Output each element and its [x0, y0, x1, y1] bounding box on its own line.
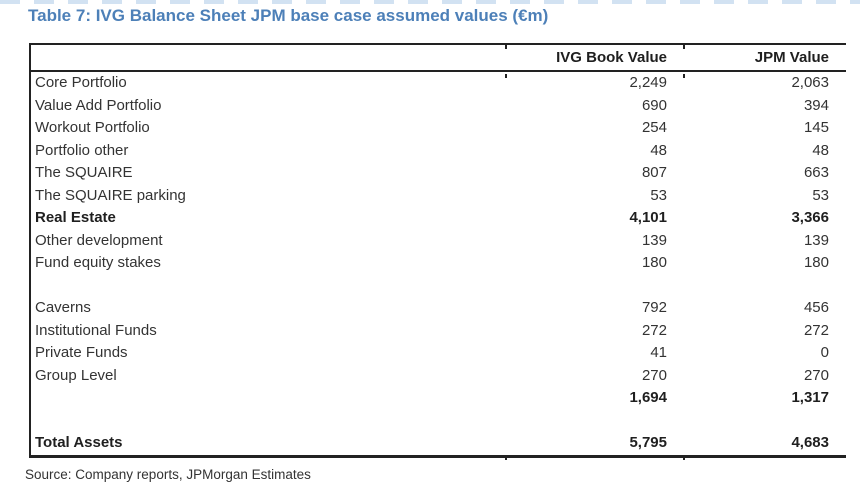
table-row: [30, 275, 846, 298]
table-row: [30, 410, 846, 433]
row-ivg-value: 2,249: [629, 74, 667, 91]
row-ivg-value: 1,694: [629, 389, 667, 406]
column-divider-tick: [505, 74, 507, 78]
row-ivg-value: 690: [641, 96, 667, 114]
row-ivg-value: [506, 410, 684, 433]
header-row: IVG Book Value JPM Value: [30, 44, 846, 71]
row-label: Group Level: [35, 366, 117, 384]
row-ivg-value: 53: [650, 186, 667, 204]
table-row: Fund equity stakes 180 180: [30, 252, 846, 275]
table-row: Core Portfolio 2,249 2,063: [30, 71, 846, 95]
column-divider-tick: [683, 45, 685, 49]
row-label: Value Add Portfolio: [35, 96, 162, 114]
table-row: Private Funds 41 0: [30, 342, 846, 365]
row-jpm-value: 394: [803, 96, 829, 114]
column-divider-tick: [505, 456, 507, 460]
row-ivg-value: 139: [641, 231, 667, 249]
row-jpm-value: 139: [803, 231, 829, 249]
table-row: Total Assets 5,795 4,683: [30, 432, 846, 456]
table-row: The SQUAIRE parking 53 53: [30, 185, 846, 208]
row-label: Total Assets: [35, 434, 123, 451]
table-row: The SQUAIRE 807 663: [30, 162, 846, 185]
row-label: Portfolio other: [35, 141, 129, 159]
row-jpm-value: 3,366: [791, 209, 829, 226]
row-ivg-value: 41: [650, 344, 667, 361]
row-label: The SQUAIRE: [35, 164, 133, 181]
column-divider-tick: [683, 456, 685, 460]
table-row: Caverns 792 456: [30, 297, 846, 320]
row-label: Other development: [35, 231, 163, 249]
table-row: Workout Portfolio 254 145: [30, 117, 846, 140]
row-jpm-value: [684, 410, 846, 433]
row-ivg-value: 792: [641, 299, 667, 316]
row-jpm-value: 0: [820, 344, 829, 361]
row-ivg-value: 272: [641, 321, 667, 339]
table-title: Table 7: IVG Balance Sheet JPM base case…: [28, 6, 549, 25]
table-row: Real Estate 4,101 3,366: [30, 207, 846, 230]
row-label: Workout Portfolio: [35, 119, 150, 136]
source-note: Source: Company reports, JPMorgan Estima…: [25, 467, 311, 482]
row-jpm-value: 180: [803, 254, 829, 271]
row-label: The SQUAIRE parking: [35, 186, 186, 204]
data-table: IVG Book Value JPM Value Core Portfolio …: [29, 43, 846, 458]
table-row: Group Level 270 270: [30, 365, 846, 388]
row-label: [30, 410, 506, 433]
row-jpm-value: 270: [803, 366, 829, 384]
column-divider-tick: [505, 45, 507, 49]
row-ivg-value: 254: [641, 119, 667, 136]
table-row: 1,694 1,317: [30, 387, 846, 410]
row-jpm-value: [684, 275, 846, 298]
row-ivg-value: 5,795: [629, 434, 667, 451]
row-label: Fund equity stakes: [35, 254, 161, 271]
row-jpm-value: 1,317: [791, 389, 829, 406]
row-label: Real Estate: [35, 209, 116, 226]
row-label: [30, 275, 506, 298]
row-jpm-value: 663: [803, 164, 829, 181]
header-ivg-book-value: IVG Book Value: [556, 49, 667, 66]
table-row: Portfolio other 48 48: [30, 140, 846, 163]
row-ivg-value: 4,101: [629, 209, 667, 226]
column-divider-tick: [683, 74, 685, 78]
row-label: Core Portfolio: [35, 74, 127, 91]
top-edge-artifact: [0, 0, 860, 4]
table-row: Other development 139 139: [30, 230, 846, 253]
row-jpm-value: 48: [812, 141, 829, 159]
row-jpm-value: 53: [812, 186, 829, 204]
row-jpm-value: 2,063: [791, 74, 829, 91]
header-jpm-value: JPM Value: [754, 49, 829, 66]
balance-sheet-table: IVG Book Value JPM Value Core Portfolio …: [29, 43, 846, 460]
row-jpm-value: 272: [803, 321, 829, 339]
table-row: Institutional Funds 272 272: [30, 320, 846, 343]
row-ivg-value: 807: [641, 164, 667, 181]
row-ivg-value: 270: [641, 366, 667, 384]
row-ivg-value: 180: [641, 254, 667, 271]
row-label: Institutional Funds: [35, 321, 157, 339]
row-ivg-value: [506, 275, 684, 298]
row-label: [30, 387, 506, 410]
row-label: Private Funds: [35, 344, 128, 361]
row-jpm-value: 4,683: [791, 434, 829, 451]
row-jpm-value: 145: [803, 119, 829, 136]
table-body: Core Portfolio 2,249 2,063 Value Add Por…: [30, 71, 846, 456]
header-empty-cell: [30, 44, 506, 71]
row-jpm-value: 456: [803, 299, 829, 316]
row-ivg-value: 48: [650, 141, 667, 159]
row-label: Caverns: [35, 299, 91, 316]
table-row: Value Add Portfolio 690 394: [30, 95, 846, 118]
